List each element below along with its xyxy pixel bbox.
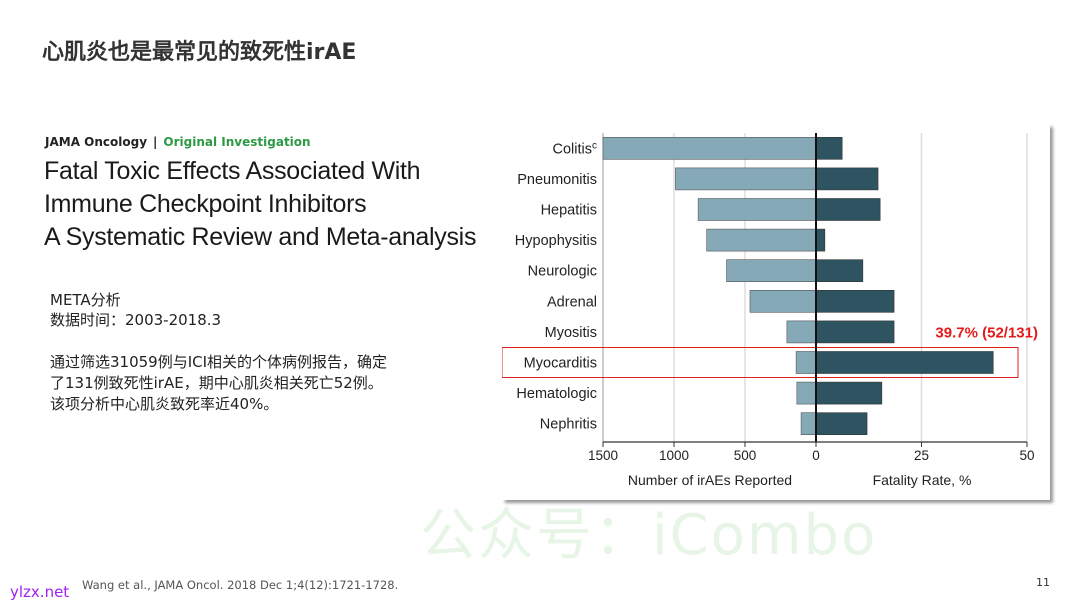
bar-fatality-rate <box>815 137 843 160</box>
category-label: Myocarditis <box>524 356 597 372</box>
bar-fatality-rate <box>815 198 881 221</box>
x-axis-label-right: Fatality Rate, % <box>873 472 972 488</box>
category-label: Neurologic <box>528 264 597 280</box>
journal-header: JAMA Oncology | Original Investigation <box>45 135 311 149</box>
article-title-line1: Fatal Toxic Effects Associated With <box>44 157 421 185</box>
bar-irae-count <box>697 198 817 221</box>
category-label: Hematologic <box>516 386 597 402</box>
fatality-annotation: 39.7% (52/131) <box>935 325 1038 342</box>
slide-title: 心肌炎也是最常见的致死性irAE <box>42 40 357 65</box>
bar-irae-count <box>795 351 817 374</box>
highlight-box <box>501 347 1019 378</box>
bar-fatality-rate <box>815 381 883 405</box>
bar-fatality-rate <box>815 290 895 313</box>
bar-irae-count <box>726 259 817 282</box>
bar-irae-count <box>796 381 817 405</box>
description-line2: 了131例致死性irAE，期中心肌炎相关死亡52例。 <box>50 374 383 392</box>
journal-name: JAMA Oncology <box>45 135 148 149</box>
page-number: 11 <box>1036 576 1050 589</box>
category-label: Hepatitis <box>541 203 597 219</box>
category-label: Colitisc <box>553 140 597 157</box>
butterfly-bar-chart: Colitisc Pneumonitis Hepatitis Hypophysitis… <box>501 133 1038 488</box>
x-tick-label: 50 <box>1019 448 1034 463</box>
x-tick-label: 25 <box>914 448 929 463</box>
site-logo: ylzx.net <box>10 583 70 601</box>
bar-irae-count <box>786 320 817 344</box>
x-tick-label: 1500 <box>588 448 618 463</box>
bar-irae-count <box>602 137 817 160</box>
category-label: Adrenal <box>547 294 597 310</box>
bar-fatality-rate <box>815 351 994 374</box>
citation: Wang et al., JAMA Oncol. 2018 Dec 1;4(12… <box>82 578 399 592</box>
bar-fatality-rate <box>815 228 826 252</box>
article-title-line2: Immune Checkpoint Inhibitors <box>44 190 367 218</box>
category-label: Nephritis <box>540 417 597 433</box>
watermark: 公众号：iCombo <box>420 503 878 568</box>
bar-fatality-rate <box>815 259 864 282</box>
article-subtitle: A Systematic Review and Meta-analysis <box>44 223 477 251</box>
bar-fatality-rate <box>815 167 879 191</box>
bar-fatality-rate <box>815 412 868 436</box>
category-label: Hypophysitis <box>515 233 597 249</box>
x-tick-label: 1000 <box>659 448 689 463</box>
article-title: Fatal Toxic Effects Associated With Immu… <box>44 155 476 254</box>
bar-irae-count <box>800 412 817 436</box>
x-tick-label: 0 <box>812 448 820 463</box>
bar-irae-count <box>749 290 817 313</box>
bar-irae-count <box>675 167 817 191</box>
x-tick-label: 500 <box>734 448 757 463</box>
bar-irae-count <box>706 228 817 252</box>
category-label: Myositis <box>545 325 597 341</box>
description: 通过筛选31059例与ICI相关的个体病例报告，确定 了131例致死性irAE，… <box>50 352 387 415</box>
meta-info: META分析 数据时间：2003-2018.3 <box>50 290 221 330</box>
meta-line2: 数据时间：2003-2018.3 <box>50 311 222 329</box>
x-axis-label-left: Number of irAEs Reported <box>628 472 792 488</box>
description-line3: 该项分析中心肌炎致死率近40%。 <box>50 395 279 413</box>
journal-separator: | <box>153 135 158 149</box>
bar-fatality-rate <box>815 320 895 344</box>
meta-line1: META分析 <box>50 291 121 309</box>
chart-panel: Colitisc Pneumonitis Hepatitis Hypophysitis… <box>501 124 1050 500</box>
description-line1: 通过筛选31059例与ICI相关的个体病例报告，确定 <box>50 353 388 371</box>
journal-section: Original Investigation <box>163 135 311 149</box>
category-label: Pneumonitis <box>517 172 597 188</box>
